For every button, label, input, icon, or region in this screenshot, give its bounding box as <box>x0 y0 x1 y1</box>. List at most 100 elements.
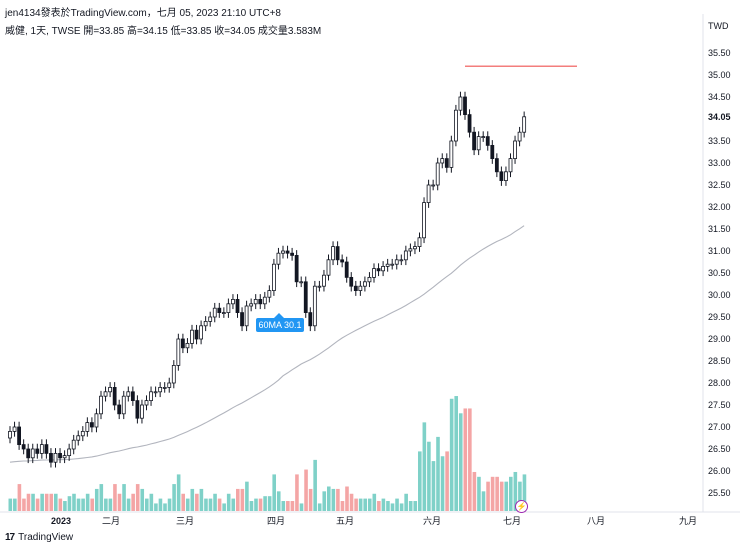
candle-body[interactable] <box>203 320 208 327</box>
candle-body[interactable] <box>476 136 481 151</box>
candle-body[interactable] <box>231 298 235 305</box>
candle-body[interactable] <box>353 285 358 292</box>
candle-body[interactable] <box>299 281 304 284</box>
candle-body[interactable] <box>504 171 508 182</box>
candle-body[interactable] <box>212 307 217 318</box>
candle-body[interactable] <box>76 435 81 441</box>
candle-body[interactable] <box>58 452 62 459</box>
candle-body[interactable] <box>185 342 190 349</box>
candle-body[interactable] <box>322 274 326 287</box>
candle-body[interactable] <box>17 426 22 446</box>
candle-body[interactable] <box>62 455 67 459</box>
candle-body[interactable] <box>444 158 449 168</box>
candle-body[interactable] <box>171 364 176 384</box>
candle-body[interactable] <box>208 316 213 322</box>
time-axis[interactable]: 2023 二月 三月 四月 五月 六月 七月 八月 九月 <box>51 515 697 526</box>
candle-body[interactable] <box>217 307 222 314</box>
candle-body[interactable] <box>340 259 345 263</box>
candle-body[interactable] <box>94 413 99 428</box>
candle-body[interactable] <box>372 268 376 278</box>
lightning-icon[interactable]: ⚡ <box>515 500 528 513</box>
candle-body[interactable] <box>180 338 185 349</box>
symbol-ohlc-legend[interactable]: 威健, 1天, TWSE 開=33.85 高=34.15 低=33.85 收=3… <box>5 26 322 37</box>
candle-body[interactable] <box>158 386 163 393</box>
candle-body[interactable] <box>249 303 254 307</box>
candle-body[interactable] <box>199 325 204 340</box>
candle-body[interactable] <box>422 202 426 239</box>
candle-body[interactable] <box>331 246 335 261</box>
candle-body[interactable] <box>103 391 108 397</box>
candle-body[interactable] <box>385 263 390 267</box>
candle-body[interactable] <box>317 285 322 288</box>
candle-body[interactable] <box>71 439 76 450</box>
candle-body[interactable] <box>472 131 477 151</box>
candle-body[interactable] <box>244 305 249 327</box>
candle-body[interactable] <box>221 312 226 315</box>
candle-body[interactable] <box>149 391 153 401</box>
candle-body[interactable] <box>162 386 167 389</box>
candle-body[interactable] <box>39 444 44 454</box>
candle-body[interactable] <box>308 312 313 327</box>
ma60-line[interactable] <box>9 225 525 463</box>
candle-body[interactable] <box>517 131 522 142</box>
candle-body[interactable] <box>485 136 490 146</box>
candle-body[interactable] <box>167 382 172 388</box>
candle-body[interactable] <box>267 290 272 298</box>
candle-body[interactable] <box>30 448 35 459</box>
candle-body[interactable] <box>194 329 199 340</box>
candle-body[interactable] <box>235 298 240 313</box>
candle-body[interactable] <box>413 246 417 250</box>
candle-body[interactable] <box>508 158 513 173</box>
candle-body[interactable] <box>35 448 40 454</box>
candle-body[interactable] <box>467 114 472 133</box>
candle-body[interactable] <box>435 162 440 186</box>
candle-body[interactable] <box>426 184 431 204</box>
candle-body[interactable] <box>99 395 103 415</box>
candle-body[interactable] <box>26 448 31 459</box>
candle-body[interactable] <box>453 109 458 142</box>
candle-body[interactable] <box>258 298 263 305</box>
candle-body[interactable] <box>44 444 49 454</box>
candle-body[interactable] <box>276 252 281 265</box>
candle-body[interactable] <box>67 448 72 456</box>
candle-body[interactable] <box>449 140 454 168</box>
candle-body[interactable] <box>176 338 181 366</box>
candle-body[interactable] <box>271 263 276 292</box>
candle-body[interactable] <box>349 276 354 287</box>
candle-body[interactable] <box>390 263 395 266</box>
candle-body[interactable] <box>458 96 463 111</box>
candle-body[interactable] <box>21 444 26 450</box>
candle-body[interactable] <box>226 303 231 313</box>
candle-body[interactable] <box>112 386 117 406</box>
candle-body[interactable] <box>140 404 144 419</box>
candle-body[interactable] <box>362 281 367 287</box>
candle-body[interactable] <box>463 96 467 116</box>
candle-body[interactable] <box>376 268 381 272</box>
candle-body[interactable] <box>335 246 340 261</box>
candle-body[interactable] <box>153 391 158 394</box>
candle-body[interactable] <box>522 116 527 133</box>
candle-body[interactable] <box>53 452 58 463</box>
candle-body[interactable] <box>8 430 12 439</box>
candle-body[interactable] <box>494 158 499 173</box>
candle-body[interactable] <box>253 298 258 305</box>
candle-body[interactable] <box>85 422 90 432</box>
candle-body[interactable] <box>135 400 140 419</box>
candle-body[interactable] <box>381 265 386 272</box>
candle-body[interactable] <box>490 144 495 159</box>
candle-body[interactable] <box>399 259 404 262</box>
candle-body[interactable] <box>130 391 135 401</box>
candle-body[interactable] <box>294 254 299 283</box>
candle-body[interactable] <box>417 237 422 248</box>
candle-body[interactable] <box>344 261 349 278</box>
candle-body[interactable] <box>499 171 504 182</box>
candle-body[interactable] <box>144 400 149 406</box>
ma-indicator-label[interactable]: 60MA 30.1 <box>256 313 304 332</box>
candle-body[interactable] <box>312 285 317 327</box>
candle-body[interactable] <box>513 140 517 160</box>
candle-body[interactable] <box>108 386 112 393</box>
candle-body[interactable] <box>403 250 408 261</box>
price-axis[interactable]: 35.50 35.00 34.50 34.05 33.50 33.00 32.50 32.00… <box>708 48 731 498</box>
candle-body[interactable] <box>117 404 122 415</box>
candle-body[interactable] <box>481 136 486 139</box>
